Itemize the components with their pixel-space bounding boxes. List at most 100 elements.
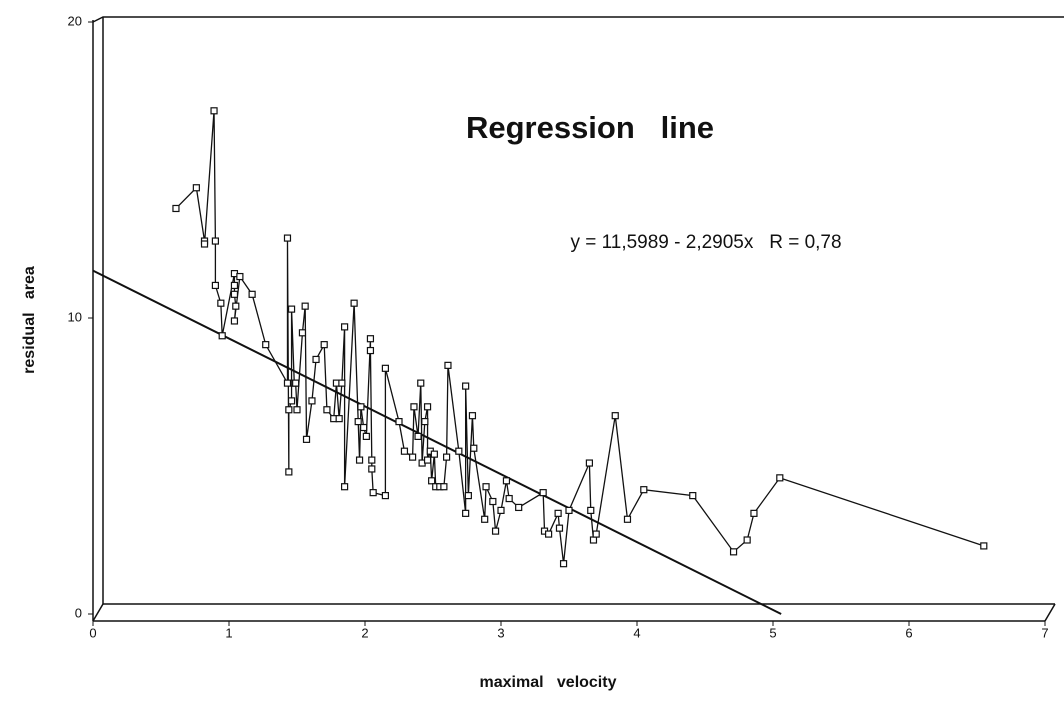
data-point <box>293 406 301 414</box>
data-point <box>381 492 389 500</box>
data-point <box>287 305 296 313</box>
x-tick-label: 3 <box>497 625 504 640</box>
data-point <box>489 497 497 506</box>
data-point <box>312 355 320 364</box>
data-point <box>539 489 547 497</box>
data-point <box>368 456 376 464</box>
data-point <box>611 412 619 420</box>
data-point <box>462 509 470 517</box>
data-point <box>262 341 270 349</box>
equation: y = 11,5989 - 2,2905x R = 0,78 <box>570 232 841 253</box>
x-tick-label: 5 <box>769 625 776 640</box>
x-tick-label: 4 <box>633 625 640 640</box>
data-point <box>462 382 470 390</box>
x-tick-label: 1 <box>225 625 232 640</box>
data-point <box>482 483 490 491</box>
data-point <box>292 379 300 387</box>
data-point <box>443 453 451 461</box>
data-point <box>360 423 368 432</box>
data-point <box>689 492 697 500</box>
data-point <box>362 432 370 440</box>
data-point <box>308 397 316 405</box>
data-point <box>200 240 209 248</box>
data-point <box>544 530 553 538</box>
data-point <box>428 477 436 485</box>
data-point <box>236 272 244 281</box>
data-point <box>283 379 292 387</box>
y-tick-label: 0 <box>75 605 82 620</box>
data-point <box>470 444 478 452</box>
data-point <box>230 290 239 298</box>
data-point <box>320 341 328 349</box>
data-point <box>302 435 311 443</box>
data-point <box>423 403 432 411</box>
data-point <box>335 415 343 423</box>
data-point <box>592 530 600 538</box>
frame-top <box>92 16 1064 23</box>
chart-title: Regression line <box>466 110 714 145</box>
data-point <box>285 406 293 414</box>
data-point <box>444 361 452 369</box>
data-point <box>395 418 403 426</box>
data-point <box>417 379 425 387</box>
data-point <box>285 468 293 476</box>
data-point <box>554 509 562 517</box>
data-point <box>505 494 513 503</box>
data-point <box>497 506 505 514</box>
data-point <box>248 290 256 298</box>
data-point <box>368 465 376 473</box>
data-point <box>640 486 648 494</box>
x-tick-label: 0 <box>89 625 96 640</box>
data-point <box>210 107 218 115</box>
data-point <box>211 281 219 290</box>
data-point <box>366 346 375 355</box>
data-point <box>585 459 594 467</box>
data-point <box>323 406 331 414</box>
data-point <box>230 317 239 325</box>
data-point <box>172 204 180 213</box>
regression-line <box>92 269 782 615</box>
data-point <box>354 418 362 426</box>
data-point <box>232 302 240 310</box>
data-point <box>192 184 200 192</box>
data-point <box>440 483 448 491</box>
data-point <box>455 447 463 455</box>
data-point <box>283 234 292 242</box>
data-point <box>410 403 418 411</box>
y-axis-label: residual area <box>21 266 38 374</box>
data-point <box>464 492 472 500</box>
data-point <box>555 524 564 532</box>
data-point <box>341 323 349 331</box>
data-point <box>750 509 758 517</box>
data-point <box>217 299 225 307</box>
data-point <box>491 527 500 535</box>
data-point <box>287 397 296 405</box>
data-point <box>565 506 573 514</box>
data-line <box>175 110 985 564</box>
data-point <box>980 542 988 550</box>
floor-left <box>92 603 104 622</box>
data-point <box>341 483 349 491</box>
data-point <box>481 515 489 523</box>
data-point <box>298 329 307 337</box>
data-point <box>430 450 438 458</box>
data-point <box>211 237 219 245</box>
data-point <box>301 302 309 310</box>
floor-right <box>1044 603 1056 622</box>
data-point <box>369 489 377 497</box>
data-point <box>355 456 364 464</box>
data-point <box>589 536 598 544</box>
data-point <box>366 335 375 343</box>
data-point <box>338 379 346 387</box>
data-point <box>423 456 432 464</box>
y-tick-label: 10 <box>68 309 82 324</box>
data-point <box>414 432 422 440</box>
x-tick-label: 2 <box>361 625 368 640</box>
data-point <box>623 515 632 523</box>
data-point <box>409 453 417 461</box>
data-point <box>468 412 477 420</box>
data-point <box>502 477 511 485</box>
data-point <box>350 299 358 307</box>
x-axis-label: maximal velocity <box>480 674 617 691</box>
